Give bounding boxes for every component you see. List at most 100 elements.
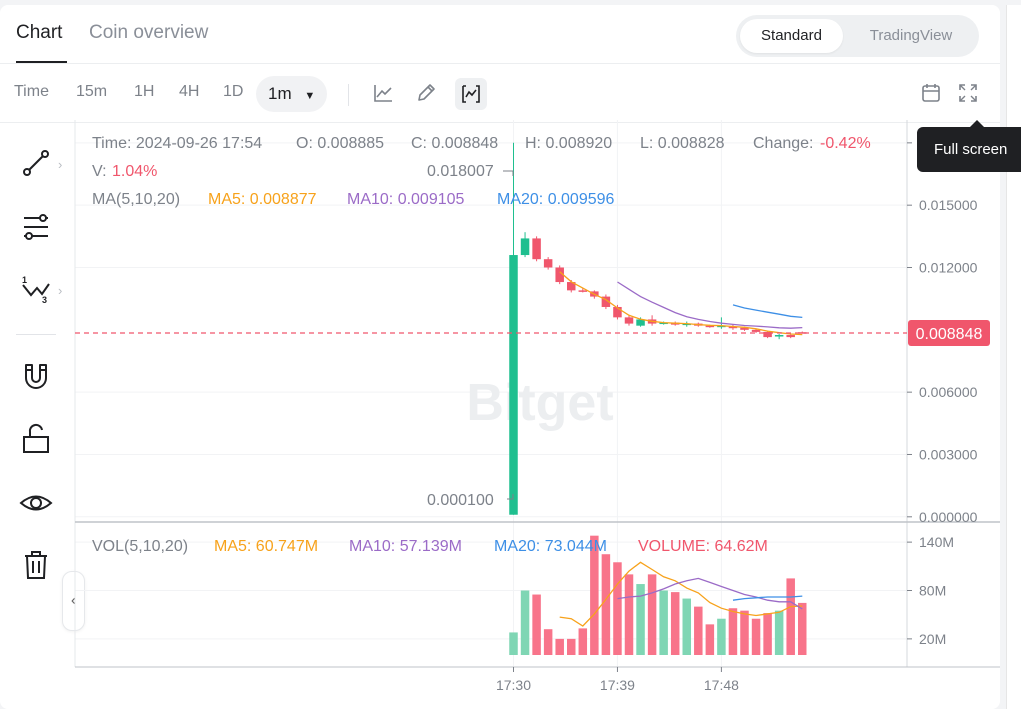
candle bbox=[798, 331, 807, 334]
price-tick-label: 0.006000 bbox=[919, 384, 978, 400]
vol-legend-volume: VOLUME: 64.62M bbox=[638, 538, 768, 555]
interval-selected: 1m bbox=[268, 84, 292, 103]
magnet-icon[interactable] bbox=[18, 359, 54, 395]
legend-ma5: MA5: 0.008877 bbox=[208, 191, 317, 208]
vol-tick-label: 20M bbox=[919, 631, 946, 647]
fullscreen-icon[interactable] bbox=[956, 81, 980, 105]
sidebar-divider bbox=[16, 334, 56, 335]
toolbar-divider bbox=[348, 84, 349, 106]
standard-view-button[interactable]: Standard bbox=[740, 19, 843, 53]
volume-bar bbox=[717, 618, 726, 655]
vol-ma5-line bbox=[559, 561, 803, 627]
chevron-right-icon: › bbox=[58, 157, 63, 172]
legend-open: O: 0.008885 bbox=[296, 135, 384, 152]
tab-chart[interactable]: Chart bbox=[16, 22, 63, 43]
vol-ma10-line bbox=[617, 577, 803, 610]
vol-legend-ma5: MA5: 60.747M bbox=[214, 538, 318, 555]
interval-15m[interactable]: 15m bbox=[76, 83, 108, 100]
vol-legend-ma10: MA10: 57.139M bbox=[349, 538, 462, 555]
right-scrollbar[interactable] bbox=[1006, 5, 1021, 709]
legend-close: C: 0.008848 bbox=[411, 135, 498, 152]
time-tick-label: 17:39 bbox=[600, 677, 635, 693]
volume-bar bbox=[624, 574, 634, 655]
interval-dropdown[interactable]: 1m ▼ bbox=[256, 76, 328, 112]
interval-4h[interactable]: 4H bbox=[179, 83, 200, 100]
volume-bar bbox=[636, 584, 645, 655]
svg-text:0.008848: 0.008848 bbox=[916, 326, 983, 343]
volume-bar bbox=[555, 638, 564, 655]
price-tick-label: 0.015000 bbox=[919, 197, 978, 213]
fib-lines-icon[interactable] bbox=[18, 209, 54, 245]
interval-1d[interactable]: 1D bbox=[223, 83, 244, 100]
interval-time[interactable]: Time bbox=[14, 83, 49, 100]
candle bbox=[624, 315, 634, 326]
high-marker: 0.018007 bbox=[427, 163, 514, 180]
unlock-icon[interactable] bbox=[18, 421, 54, 457]
chart-type-button[interactable] bbox=[455, 78, 487, 110]
candle bbox=[786, 333, 795, 339]
interval-1h[interactable]: 1H bbox=[134, 83, 155, 100]
candle bbox=[763, 330, 772, 339]
ma10-line bbox=[617, 281, 803, 329]
tab-coin-overview[interactable]: Coin overview bbox=[89, 22, 209, 43]
chart-toolbar: Time 15m 1H 4H 1D 1m ▼ bbox=[0, 64, 1000, 123]
volume-bar bbox=[590, 535, 599, 655]
collapse-sidebar-button[interactable]: ‹ bbox=[62, 571, 85, 631]
vol-tick-label: 140M bbox=[919, 534, 954, 550]
calendar-icon[interactable] bbox=[919, 81, 943, 105]
candle bbox=[543, 257, 553, 270]
trend-line-icon[interactable] bbox=[18, 145, 54, 181]
pencil-icon[interactable] bbox=[414, 81, 438, 105]
vol-ma20-line bbox=[732, 595, 803, 601]
candle bbox=[751, 328, 761, 333]
legend-ma10: MA10: 0.009105 bbox=[347, 191, 465, 208]
legend-vol-label: V: bbox=[92, 163, 107, 180]
svg-text:1: 1 bbox=[22, 275, 27, 285]
volume-bar bbox=[601, 554, 611, 655]
bitget-watermark: Bitget bbox=[466, 374, 613, 432]
price-tick-label: 0.003000 bbox=[919, 446, 978, 462]
candlestick-chart[interactable]: Bitget 0.0180000.0150000.0120000.0060000… bbox=[0, 0, 1000, 709]
ma5-line bbox=[559, 271, 803, 336]
svg-text:3: 3 bbox=[42, 295, 47, 305]
eye-icon[interactable] bbox=[18, 485, 54, 521]
tradingview-view-button[interactable]: TradingView bbox=[869, 27, 953, 44]
trash-icon[interactable] bbox=[18, 547, 54, 583]
volume-bar bbox=[694, 606, 703, 655]
volume-bar bbox=[682, 598, 691, 655]
volume-bar bbox=[728, 608, 738, 655]
legend-vol-value: 1.04% bbox=[112, 163, 157, 180]
low-marker: 0.000100 bbox=[427, 492, 514, 509]
volume-bar bbox=[647, 574, 657, 655]
volume-bar bbox=[567, 638, 576, 655]
candle bbox=[509, 142, 518, 515]
chart-panel: Chart Coin overview Standard TradingView… bbox=[0, 5, 1000, 709]
volume-legend: VOL(5,10,20) MA5: 60.747M MA10: 57.139M … bbox=[92, 538, 768, 555]
vol-legend-title: VOL(5,10,20) bbox=[92, 538, 188, 555]
legend-low: L: 0.008828 bbox=[640, 135, 725, 152]
legend-change-label: Change: bbox=[753, 135, 814, 152]
fullscreen-tooltip: Full screen bbox=[917, 120, 1021, 172]
volume-bar bbox=[613, 562, 622, 655]
indicator-chart-icon[interactable] bbox=[371, 81, 395, 105]
chevron-right-icon: › bbox=[58, 283, 63, 298]
volume-bar bbox=[659, 590, 668, 655]
vol-legend-ma20: MA20: 73.044M bbox=[494, 538, 607, 555]
pattern-icon[interactable]: 1 3 bbox=[18, 271, 54, 307]
volume-bar bbox=[740, 610, 749, 655]
candle bbox=[520, 232, 530, 258]
legend-high: H: 0.008920 bbox=[525, 135, 612, 152]
volume-bar bbox=[705, 624, 715, 655]
chart-type-icon bbox=[462, 85, 480, 103]
active-tab-underline bbox=[16, 61, 67, 63]
volume-bar bbox=[798, 602, 807, 655]
legend-change-value: -0.42% bbox=[820, 135, 871, 152]
price-tick-label: 0.000000 bbox=[919, 509, 978, 525]
volume-bar bbox=[532, 594, 541, 655]
candle bbox=[601, 294, 611, 310]
vol-tick-label: 80M bbox=[919, 583, 946, 599]
candle bbox=[774, 333, 784, 340]
candle bbox=[555, 265, 564, 285]
volume-bar bbox=[578, 628, 588, 655]
ohlc-legend: Time: 2024-09-26 17:54 O: 0.008885 C: 0.… bbox=[92, 135, 871, 208]
